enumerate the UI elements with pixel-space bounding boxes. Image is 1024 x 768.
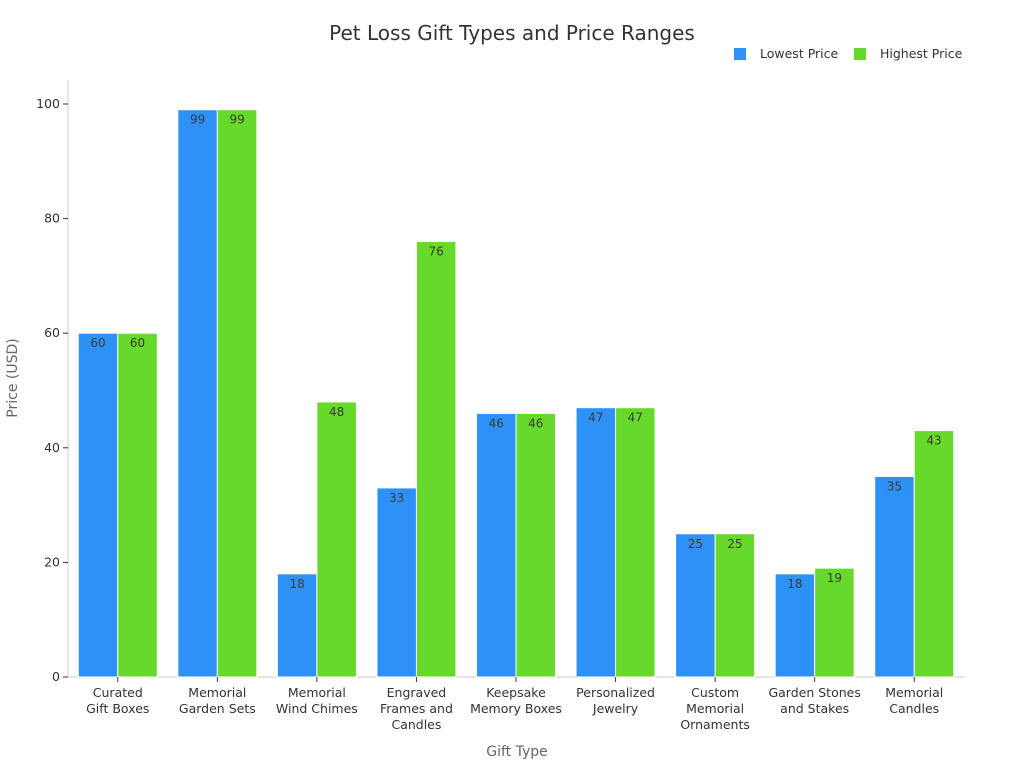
bar-highest-price xyxy=(714,533,756,678)
chart-title: Pet Loss Gift Types and Price Ranges xyxy=(329,21,695,45)
data-label-lowest-price: 46 xyxy=(489,416,504,430)
legend-label-highest-price: Highest Price xyxy=(880,46,963,61)
data-label-lowest-price: 18 xyxy=(787,577,802,591)
bar-highest-price xyxy=(913,430,955,678)
bar-highest-price xyxy=(216,109,258,678)
data-label-highest-price: 43 xyxy=(926,434,941,448)
bar-lowest-price xyxy=(276,573,318,678)
bar-lowest-price xyxy=(675,533,716,678)
bars-group xyxy=(77,109,955,678)
y-axis-title: Price (USD) xyxy=(5,338,21,417)
data-label-lowest-price: 35 xyxy=(887,479,902,493)
y-tick-label: 100 xyxy=(36,96,60,111)
x-tick-label: Curated Gift Boxes xyxy=(86,685,149,716)
bar-highest-price xyxy=(316,401,357,678)
bar-highest-price xyxy=(415,241,457,678)
data-label-lowest-price: 18 xyxy=(289,577,304,591)
x-tick-label: Custom Memorial Ornaments xyxy=(680,685,750,732)
bar-lowest-price xyxy=(874,475,915,678)
data-label-lowest-price: 47 xyxy=(588,411,603,425)
bar-lowest-price xyxy=(177,109,218,678)
x-tick-label: Memorial Candles xyxy=(885,685,943,716)
data-label-lowest-price: 99 xyxy=(190,113,205,127)
data-label-highest-price: 25 xyxy=(727,537,742,551)
data-label-highest-price: 19 xyxy=(827,571,842,585)
data-label-lowest-price: 25 xyxy=(688,537,703,551)
y-tick-label: 60 xyxy=(44,325,60,340)
data-label-highest-price: 99 xyxy=(229,113,244,127)
y-tick-label: 80 xyxy=(44,211,60,226)
data-label-highest-price: 47 xyxy=(628,411,643,425)
x-axis-category-labels: Curated Gift Boxes Memorial Garden Sets Memo… xyxy=(86,677,943,732)
legend-label-lowest-price: Lowest Price xyxy=(760,46,838,61)
x-tick-label: Memorial Garden Sets xyxy=(179,685,256,716)
data-label-highest-price: 76 xyxy=(429,245,444,259)
bar-highest-price xyxy=(117,332,158,678)
data-label-highest-price: 60 xyxy=(130,336,145,350)
data-labels-group: 60 60 99 99 18 48 33 76 46 46 47 47 25 25 18 19 35 43 xyxy=(90,113,941,591)
data-label-lowest-price: 60 xyxy=(90,336,105,350)
y-tick-label: 40 xyxy=(44,440,60,455)
x-tick-label: Memorial Wind Chimes xyxy=(276,685,358,716)
x-tick-label: Garden Stones and Stakes xyxy=(768,685,860,716)
bar-highest-price xyxy=(515,412,556,678)
data-label-highest-price: 48 xyxy=(329,405,344,419)
bar-highest-price xyxy=(615,407,656,678)
y-tick-label: 20 xyxy=(44,554,60,569)
bar-lowest-price xyxy=(476,412,517,678)
x-axis-title: Gift Type xyxy=(486,744,548,760)
data-label-highest-price: 46 xyxy=(528,416,543,430)
x-tick-label: Engraved Frames and Candles xyxy=(380,685,453,732)
legend: Lowest Price Highest Price xyxy=(734,46,963,61)
x-tick-label: Personalized Jewelry xyxy=(576,685,655,716)
bar-lowest-price xyxy=(774,573,816,678)
x-tick-label: Keepsake Memory Boxes xyxy=(470,685,562,716)
data-label-lowest-price: 33 xyxy=(389,491,404,505)
bar-highest-price xyxy=(814,567,855,678)
y-axis-ticks: 0 20 40 60 80 100 xyxy=(36,96,68,684)
legend-swatch-lowest-price xyxy=(734,48,746,60)
bar-lowest-price xyxy=(376,487,417,678)
bar-lowest-price xyxy=(77,332,119,678)
bar-lowest-price xyxy=(575,407,617,678)
y-tick-label: 0 xyxy=(52,669,60,684)
legend-swatch-highest-price xyxy=(854,48,866,60)
